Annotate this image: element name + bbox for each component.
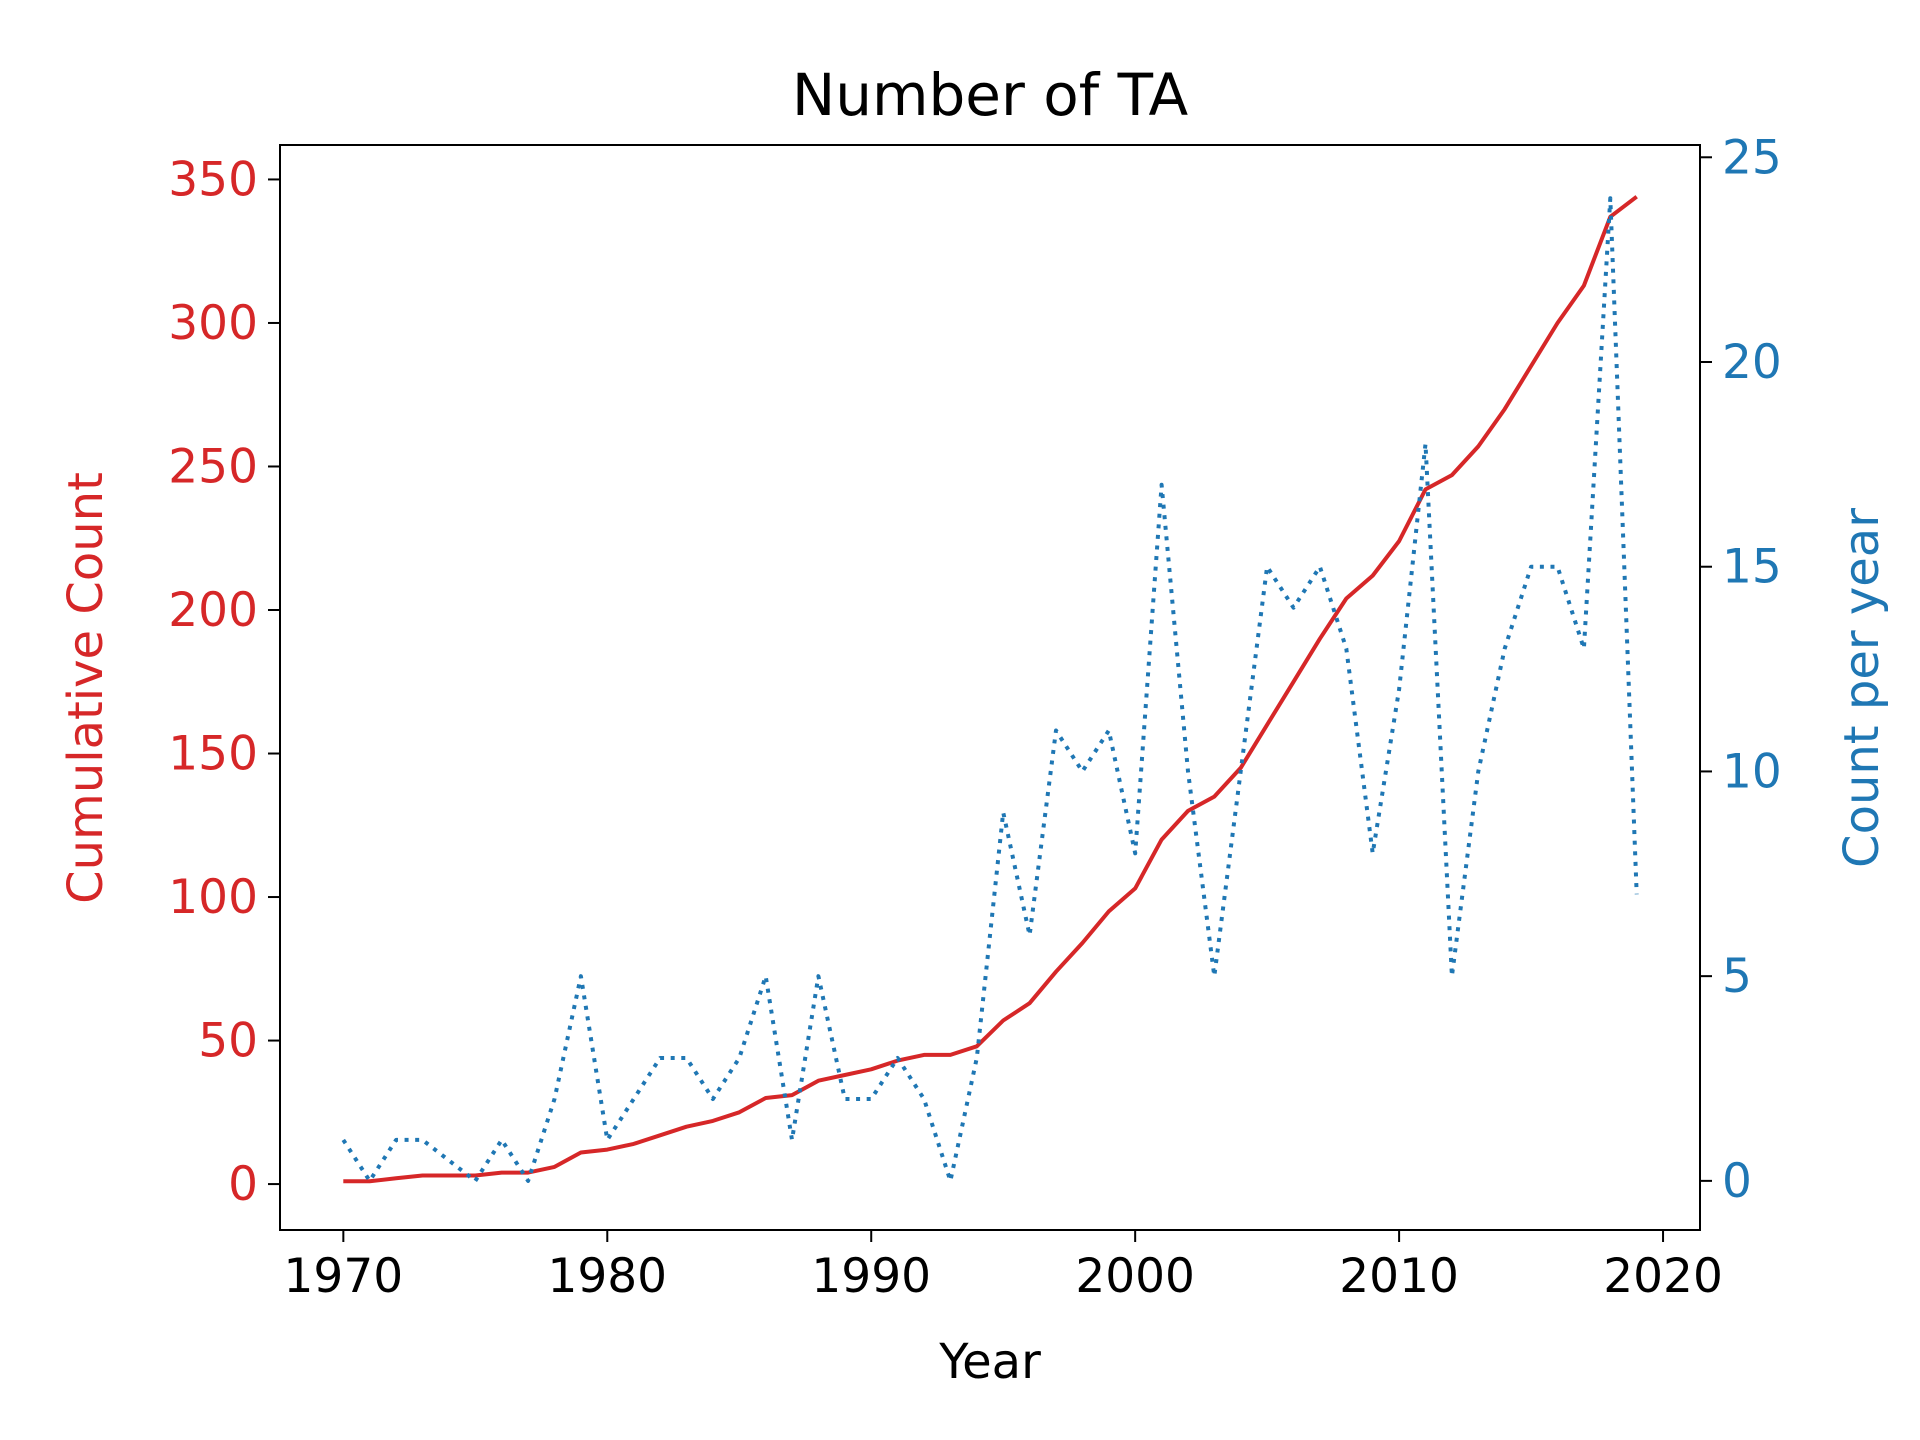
x-axis: 1970 1980 1990 2000 2010 2020 <box>284 1230 1723 1304</box>
right-y-tick-label: 5 <box>1722 949 1752 1004</box>
right-y-tick-label: 25 <box>1722 130 1782 185</box>
right-y-tick-label: 15 <box>1722 540 1782 595</box>
x-tick-label: 2020 <box>1603 1249 1723 1304</box>
series-line-left <box>343 195 1638 1184</box>
left-y-tick-label: 150 <box>168 727 258 782</box>
series-line-right <box>341 196 1639 1183</box>
x-axis-label: Year <box>938 1334 1041 1390</box>
chart-title: Number of TA <box>792 61 1189 129</box>
right-y-tick-label: 0 <box>1722 1154 1752 1209</box>
left-y-axis: 0 50 100 150 200 250 300 350 <box>168 152 280 1212</box>
right-y-tick-label: 10 <box>1722 744 1782 799</box>
left-y-tick-label: 200 <box>168 583 258 638</box>
left-y-axis-label: Cumulative Count <box>58 472 114 904</box>
plot-area-frame <box>279 144 1701 1231</box>
right-y-axis-label: Count per year <box>1834 508 1890 868</box>
left-y-tick-label: 100 <box>168 870 258 925</box>
series-layer <box>341 195 1639 1184</box>
right-y-tick-label: 20 <box>1722 335 1782 390</box>
right-y-axis: 0 5 10 15 20 25 <box>1700 130 1782 1209</box>
left-y-tick-label: 300 <box>168 296 258 351</box>
x-tick-label: 1980 <box>547 1249 667 1304</box>
x-tick-label: 1990 <box>811 1249 931 1304</box>
x-tick-label: 2010 <box>1339 1249 1459 1304</box>
x-tick-label: 2000 <box>1075 1249 1195 1304</box>
left-y-tick-label: 250 <box>168 439 258 494</box>
x-tick-label: 1970 <box>284 1249 404 1304</box>
left-y-tick-label: 0 <box>228 1157 258 1212</box>
left-y-tick-label: 50 <box>198 1014 258 1069</box>
left-y-tick-label: 350 <box>168 152 258 207</box>
